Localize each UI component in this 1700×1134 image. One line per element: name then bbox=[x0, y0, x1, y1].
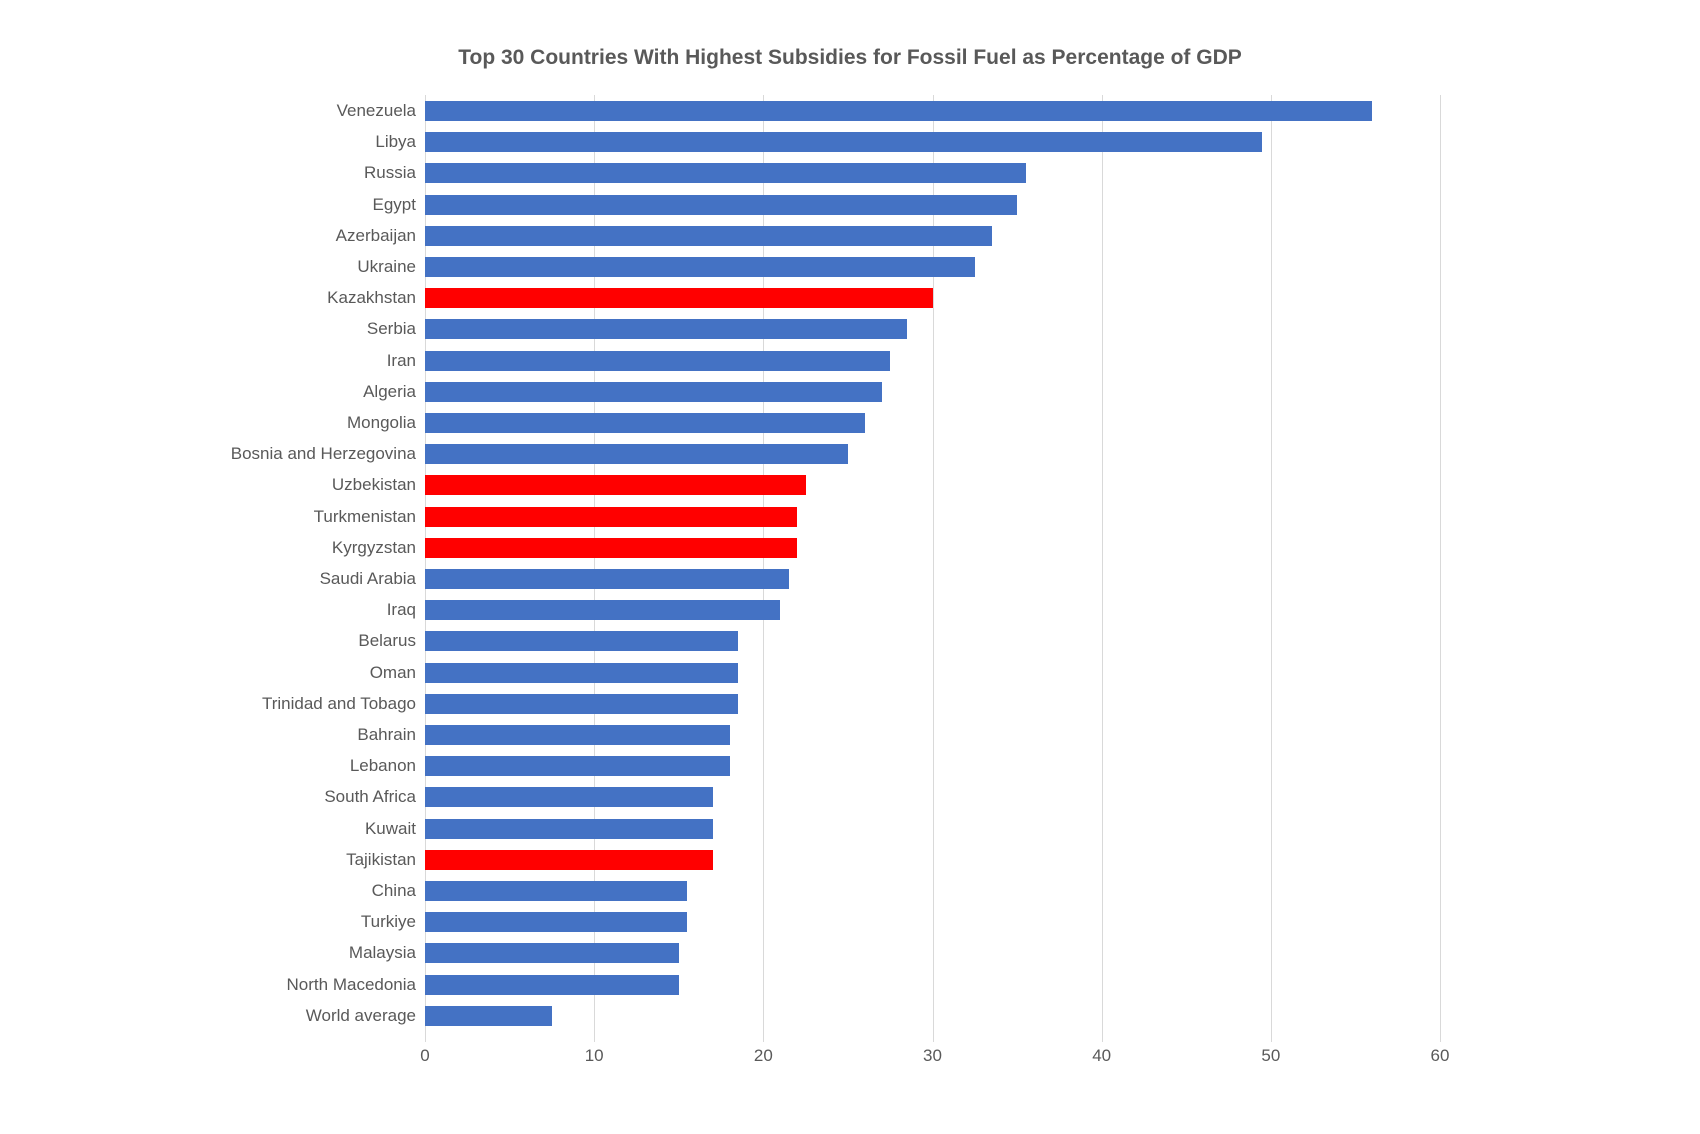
y-axis-label: Iraq bbox=[387, 600, 416, 620]
y-axis-label: Bosnia and Herzegovina bbox=[231, 444, 416, 464]
x-tick-mark bbox=[763, 1036, 764, 1042]
y-axis-label: Mongolia bbox=[347, 413, 416, 433]
x-tick-mark bbox=[425, 1036, 426, 1042]
y-axis-label: Ukraine bbox=[357, 257, 416, 277]
y-axis-label: Tajikistan bbox=[346, 850, 416, 870]
x-tick-mark bbox=[933, 1036, 934, 1042]
bar bbox=[425, 850, 713, 870]
bar bbox=[425, 475, 806, 495]
bar bbox=[425, 257, 975, 277]
y-axis-label: Serbia bbox=[367, 319, 416, 339]
bar bbox=[425, 819, 713, 839]
chart-container: Top 30 Countries With Highest Subsidies … bbox=[0, 0, 1700, 1134]
y-axis-label: Trinidad and Tobago bbox=[262, 694, 416, 714]
bar bbox=[425, 163, 1026, 183]
y-axis-label: Kyrgyzstan bbox=[332, 538, 416, 558]
gridline bbox=[1102, 95, 1103, 1036]
bar bbox=[425, 663, 738, 683]
y-axis-label: Malaysia bbox=[349, 943, 416, 963]
x-tick-label: 10 bbox=[585, 1046, 604, 1066]
y-axis-label: South Africa bbox=[324, 787, 416, 807]
bar bbox=[425, 725, 730, 745]
y-axis-label: Oman bbox=[370, 663, 416, 683]
x-tick-label: 0 bbox=[420, 1046, 429, 1066]
y-axis-label: Egypt bbox=[373, 195, 416, 215]
y-axis-label: Saudi Arabia bbox=[320, 569, 416, 589]
bar bbox=[425, 569, 789, 589]
bar bbox=[425, 787, 713, 807]
y-axis-label: Turkiye bbox=[361, 912, 416, 932]
bar bbox=[425, 975, 679, 995]
bar bbox=[425, 756, 730, 776]
x-tick-label: 50 bbox=[1261, 1046, 1280, 1066]
bar bbox=[425, 943, 679, 963]
bar bbox=[425, 444, 848, 464]
bar bbox=[425, 195, 1017, 215]
y-axis-label: Libya bbox=[375, 132, 416, 152]
bar bbox=[425, 1006, 552, 1026]
bar bbox=[425, 319, 907, 339]
bar bbox=[425, 226, 992, 246]
y-axis-label: Algeria bbox=[363, 382, 416, 402]
y-axis-label: Venezuela bbox=[337, 101, 416, 121]
y-axis-label: World average bbox=[306, 1006, 416, 1026]
bar bbox=[425, 101, 1372, 121]
bar bbox=[425, 288, 933, 308]
y-axis-label: North Macedonia bbox=[287, 975, 416, 995]
bar bbox=[425, 631, 738, 651]
x-tick-mark bbox=[1440, 1036, 1441, 1042]
y-axis-label: Iran bbox=[387, 351, 416, 371]
x-tick-mark bbox=[1102, 1036, 1103, 1042]
y-axis-label: Belarus bbox=[358, 631, 416, 651]
y-axis-label: Bahrain bbox=[357, 725, 416, 745]
x-tick-label: 20 bbox=[754, 1046, 773, 1066]
x-tick-mark bbox=[594, 1036, 595, 1042]
bar bbox=[425, 351, 890, 371]
y-axis-label: Uzbekistan bbox=[332, 475, 416, 495]
y-axis-label: China bbox=[372, 881, 416, 901]
plot-area bbox=[425, 95, 1440, 1036]
bar bbox=[425, 507, 797, 527]
gridline bbox=[1271, 95, 1272, 1036]
bar bbox=[425, 413, 865, 433]
x-tick-label: 30 bbox=[923, 1046, 942, 1066]
bar bbox=[425, 132, 1262, 152]
bar bbox=[425, 600, 780, 620]
bar bbox=[425, 382, 882, 402]
y-axis-label: Russia bbox=[364, 163, 416, 183]
gridline bbox=[1440, 95, 1441, 1036]
bar bbox=[425, 881, 687, 901]
y-axis-label: Lebanon bbox=[350, 756, 416, 776]
y-axis-label: Turkmenistan bbox=[314, 507, 416, 527]
y-axis-label: Kazakhstan bbox=[327, 288, 416, 308]
x-tick-mark bbox=[1271, 1036, 1272, 1042]
y-axis-label: Azerbaijan bbox=[336, 226, 416, 246]
y-axis-label: Kuwait bbox=[365, 819, 416, 839]
chart-title: Top 30 Countries With Highest Subsidies … bbox=[0, 46, 1700, 70]
x-tick-label: 60 bbox=[1431, 1046, 1450, 1066]
bar bbox=[425, 694, 738, 714]
x-tick-label: 40 bbox=[1092, 1046, 1111, 1066]
bar bbox=[425, 538, 797, 558]
bar bbox=[425, 912, 687, 932]
